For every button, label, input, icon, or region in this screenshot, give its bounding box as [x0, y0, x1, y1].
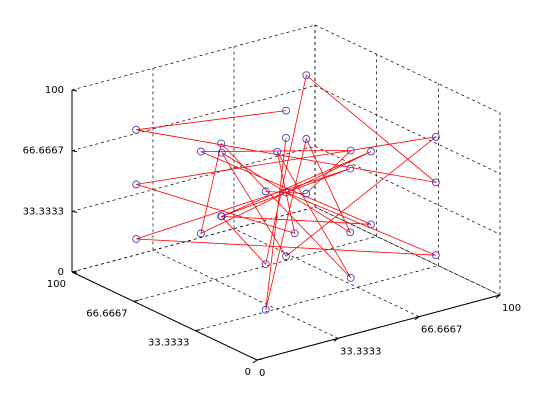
z-tick — [71, 150, 78, 153]
y-tick-label: 66.6667 — [86, 308, 127, 319]
y-tick — [195, 329, 201, 332]
y-tick-label: 100 — [47, 279, 66, 290]
data-point — [282, 133, 290, 142]
x-tick — [252, 359, 258, 364]
x-tick-label: 100 — [502, 303, 521, 314]
data-point — [132, 180, 141, 189]
data-point — [282, 106, 290, 115]
grid-line — [314, 206, 501, 296]
data-point — [132, 235, 141, 243]
data-point — [346, 164, 355, 173]
grid-line — [233, 228, 420, 317]
data-point — [302, 189, 311, 198]
data-point — [217, 148, 226, 157]
data-point — [431, 178, 440, 187]
data-point — [367, 220, 375, 229]
data-point — [346, 146, 355, 155]
data-point — [282, 252, 290, 261]
data-point — [197, 147, 205, 156]
data-point — [282, 188, 290, 197]
data-point — [290, 229, 299, 238]
x-tick — [495, 294, 501, 299]
z-tick-label: 66.6667 — [23, 146, 64, 157]
z-tick-label: 100 — [45, 85, 64, 96]
x-tick-label: 66.6667 — [421, 325, 462, 336]
data-point — [367, 147, 375, 156]
z-tick — [71, 89, 78, 92]
grid-line — [152, 250, 339, 339]
x-tick-label: 0 — [259, 368, 265, 379]
y-tick-label: 33.3333 — [148, 338, 189, 349]
z-tick-label: 0 — [58, 267, 64, 278]
data-point — [217, 212, 226, 221]
data-point — [346, 228, 355, 237]
y-tick — [133, 299, 139, 302]
y-tick — [256, 358, 263, 361]
data-point — [197, 229, 205, 238]
data-point — [261, 260, 270, 269]
data-point — [302, 71, 311, 80]
x-tick — [333, 337, 339, 342]
data-point — [217, 139, 226, 148]
y-axis — [71, 271, 258, 361]
data-point — [273, 147, 282, 156]
x-tick-label: 33.3333 — [340, 346, 381, 357]
y-tick-label: 0 — [245, 367, 251, 378]
x-axis — [256, 294, 501, 361]
data-line — [136, 74, 438, 310]
grid-line — [314, 85, 501, 174]
z-tick-label: 33.3333 — [23, 206, 64, 217]
grid-line — [314, 146, 501, 235]
data-point — [261, 305, 270, 314]
data-point — [431, 251, 440, 260]
z-tick — [71, 210, 78, 213]
data-point — [431, 132, 440, 141]
data-point — [346, 273, 355, 282]
grid-line — [314, 24, 501, 114]
data-point — [302, 135, 311, 143]
z-tick — [71, 271, 78, 274]
data-point — [261, 187, 270, 196]
data-point — [132, 125, 141, 134]
x-tick — [414, 316, 420, 321]
